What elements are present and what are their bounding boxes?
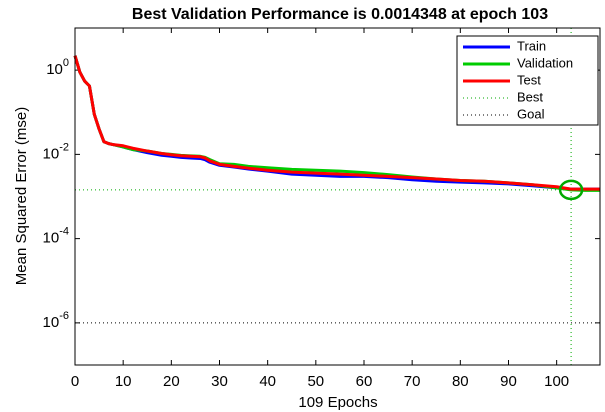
x-tick-label: 70 (404, 373, 421, 390)
x-tick-label: 40 (259, 373, 276, 390)
x-axis-label: 109 Epochs (298, 394, 377, 411)
y-tick-label: 10-4 (43, 226, 69, 247)
series-line (73, 55, 600, 191)
x-tick-label: 0 (71, 373, 79, 390)
x-tick-label: 50 (307, 373, 324, 390)
legend-label: Test (517, 72, 541, 87)
x-tick-label: 20 (163, 373, 180, 390)
x-tick-label: 90 (500, 373, 517, 390)
chart-title: Best Validation Performance is 0.0014348… (132, 6, 548, 23)
y-tick-label: 100 (46, 57, 69, 78)
legend-label: Validation (517, 55, 573, 70)
x-tick-label: 10 (115, 373, 132, 390)
legend-label: Train (517, 38, 546, 53)
best-marker (558, 179, 584, 201)
axes-box (74, 27, 601, 366)
x-tick-label: 30 (211, 373, 228, 390)
x-tick-label: 100 (544, 373, 569, 390)
x-tick-label: 80 (452, 373, 469, 390)
x-tick-label: 60 (356, 373, 373, 390)
y-axis-label: Mean Squared Error (mse) (13, 107, 30, 285)
y-tick-label: 10-6 (43, 310, 69, 331)
legend-label: Best (517, 89, 543, 104)
y-tick-label: 10-2 (43, 141, 69, 162)
legend-label: Goal (517, 106, 545, 121)
